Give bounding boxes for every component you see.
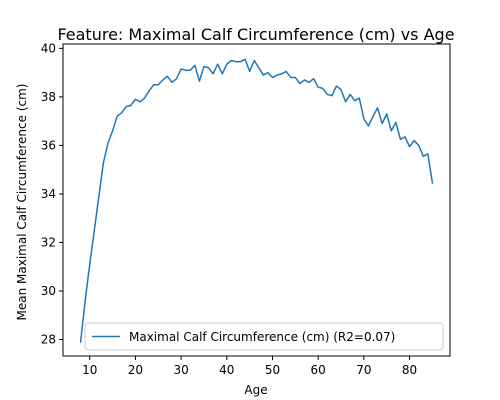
y-tick-label: 38 [41,90,56,104]
y-tick-label: 40 [41,41,56,55]
y-axis-label: Mean Maximal Calf Circumference (cm) [15,84,29,321]
x-tick-label: 70 [356,363,371,377]
x-tick-label: 40 [219,363,234,377]
x-axis: 10 20 30 40 50 60 70 80 [82,356,417,377]
x-tick-label: 50 [265,363,280,377]
legend-box [84,322,444,351]
x-axis-label: Age [244,383,267,397]
y-tick-label: 36 [41,138,56,152]
x-tick-label: 30 [173,363,188,377]
y-tick-label: 30 [41,284,56,298]
series-layer [79,58,434,343]
y-tick-label: 28 [41,333,56,347]
legend: Maximal Calf Circumference (cm) (R2=0.07… [84,322,444,351]
plot-area [62,43,451,357]
axes-frame [62,43,451,357]
x-tick-label: 80 [402,363,417,377]
chart-title: Feature: Maximal Calf Circumference (cm)… [57,25,454,44]
x-tick-label: 20 [128,363,143,377]
x-tick-label: 60 [311,363,326,377]
y-axis: 28 30 32 34 36 38 40 [41,41,63,347]
y-tick-label: 34 [41,187,56,201]
y-tick-label: 32 [41,235,56,249]
legend-label: Maximal Calf Circumference (cm) (R2=0.07… [129,330,395,344]
series-line [79,58,434,343]
x-tick-label: 10 [82,363,97,377]
